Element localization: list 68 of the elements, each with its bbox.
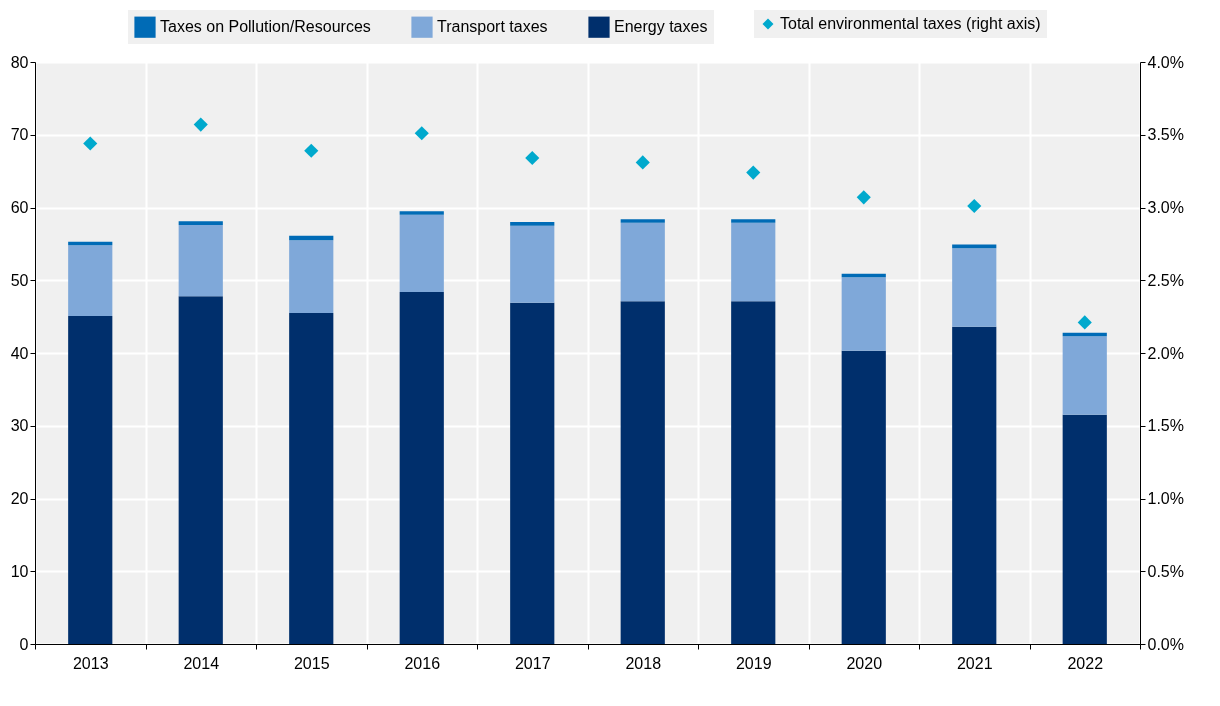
point	[83, 136, 98, 151]
x-tick-label: 2016	[404, 654, 441, 672]
legend-label: Energy taxes	[614, 18, 708, 36]
bar	[178, 224, 223, 297]
bar	[731, 219, 776, 223]
y-tick-label: 40	[10, 344, 29, 362]
bar	[841, 277, 886, 351]
bar	[731, 222, 776, 302]
bar	[952, 326, 997, 644]
bar	[510, 225, 555, 303]
x-tick-label: 2018	[625, 654, 662, 672]
point	[1077, 315, 1092, 330]
bar	[178, 221, 223, 225]
point	[414, 126, 429, 141]
bar	[620, 219, 665, 223]
x-tick-label: 2019	[735, 654, 772, 672]
y-tick-label: 0	[19, 635, 29, 653]
x-tick-label: 2014	[183, 654, 220, 672]
y-tick-label: 80	[10, 53, 29, 71]
y2-tick-label: 0.0%	[1147, 635, 1184, 653]
bar	[1062, 336, 1107, 415]
y2-tick-label: 1.0%	[1147, 490, 1184, 507]
x-tick-label: 2020	[846, 654, 883, 672]
y2-tick-label: 3.5%	[1147, 126, 1184, 144]
point	[856, 190, 871, 205]
point	[304, 143, 319, 158]
point	[967, 198, 982, 214]
point	[635, 155, 650, 170]
y-tick-label: 60	[10, 199, 29, 216]
y2-tick-label: 1.5%	[1147, 417, 1184, 435]
x-tick-label: 2017	[514, 654, 551, 672]
point	[193, 117, 208, 132]
point	[525, 150, 540, 166]
bar	[68, 245, 113, 316]
y-tick-label: 20	[10, 490, 29, 507]
x-tick-label: 2022	[1067, 654, 1104, 672]
x-tick-label: 2015	[293, 654, 330, 672]
legend-label: Total environmental taxes (right axis)	[780, 15, 1041, 32]
y2-tick-label: 2.0%	[1147, 344, 1184, 362]
y2-tick-label: 2.5%	[1147, 271, 1184, 289]
legend-label: Taxes on Pollution/Resources	[160, 18, 371, 36]
legend-label: Transport taxes	[437, 18, 548, 36]
bar	[399, 214, 444, 292]
y-tick-label: 30	[10, 417, 29, 435]
bar	[1062, 414, 1107, 644]
y2-tick-label: 4.0%	[1147, 53, 1184, 71]
y-tick-label: 70	[10, 126, 29, 144]
bar	[68, 315, 113, 644]
bar	[620, 301, 665, 644]
bar	[731, 301, 776, 644]
bar	[952, 248, 997, 327]
x-tick-label: 2021	[956, 654, 993, 672]
y-tick-label: 10	[10, 562, 29, 580]
bar	[289, 235, 334, 241]
y2-tick-label: 3.0%	[1147, 199, 1184, 216]
bar	[178, 296, 223, 644]
bar	[510, 222, 555, 226]
y2-tick-label: 0.5%	[1147, 562, 1184, 580]
bar	[510, 302, 555, 644]
bar	[620, 222, 665, 302]
x-tick-label: 2013	[72, 654, 109, 672]
point	[746, 165, 761, 180]
bar	[289, 312, 334, 644]
y-tick-label: 50	[10, 271, 29, 289]
bar	[289, 240, 334, 313]
bar	[399, 291, 444, 644]
bar	[399, 211, 444, 215]
bar	[841, 350, 886, 644]
